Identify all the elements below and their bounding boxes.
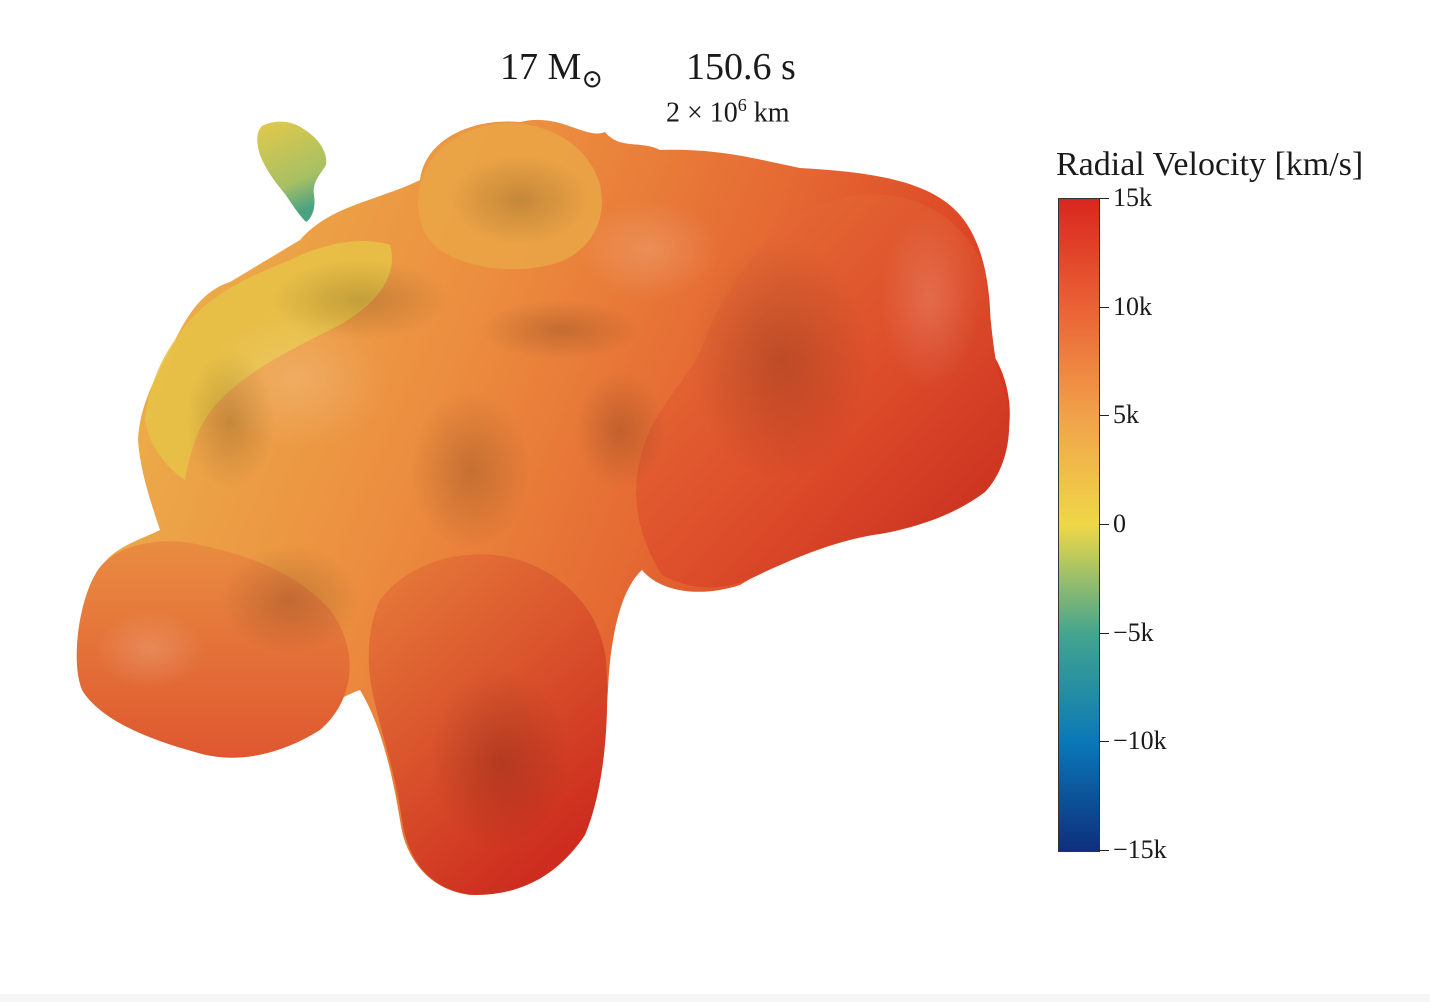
colorbar-tick xyxy=(1099,415,1109,417)
colorbar xyxy=(1058,198,1100,852)
mass-label: 17 M⊙ xyxy=(500,45,603,95)
highlight-blob xyxy=(880,210,980,390)
shade-blob xyxy=(430,670,570,850)
colorbar-tick xyxy=(1099,741,1109,743)
mass-unit: M xyxy=(547,46,582,88)
shade-blob xyxy=(410,390,530,550)
colorbar-tick-label: 10k xyxy=(1113,291,1152,321)
scale-base: 10 xyxy=(709,97,738,129)
colorbar-tick xyxy=(1099,524,1109,525)
shade-blob xyxy=(575,370,665,490)
colorbar-tick xyxy=(1099,306,1109,308)
scale-label: 2 × 106 km xyxy=(666,95,790,129)
colorbar-tick-label: 5k xyxy=(1113,400,1139,430)
colorbar-tick xyxy=(1099,632,1109,634)
colorbar-tick xyxy=(1099,198,1109,199)
highlight-blob xyxy=(580,200,720,300)
scale-times-sign: × xyxy=(687,97,703,129)
time-label: 150.6 s xyxy=(686,46,796,88)
colorbar-tick-label: −5k xyxy=(1113,617,1154,647)
scale-unit: km xyxy=(753,97,790,129)
colorbar-tick-label: 0 xyxy=(1113,509,1126,538)
ejecta-plume xyxy=(257,121,327,222)
colorbar-tick-label: −10k xyxy=(1113,726,1167,756)
shade-blob xyxy=(450,155,590,245)
scale-coefficient: 2 xyxy=(666,97,680,129)
colorbar-tick xyxy=(1099,850,1109,851)
footer-strip xyxy=(0,994,1430,1002)
colorbar-tick-label: 15k xyxy=(1113,183,1152,212)
colorbar-title: Radial Velocity [km/s] xyxy=(1056,146,1364,183)
mass-unit-symbol: ⊙ xyxy=(581,64,604,94)
shade-blob xyxy=(690,240,870,480)
shade-blob xyxy=(480,300,640,360)
scale-exponent: 6 xyxy=(737,95,747,115)
colorbar-tick-label: −15k xyxy=(1113,835,1167,864)
shade-blob xyxy=(220,545,360,655)
mass-number: 17 xyxy=(500,46,538,88)
highlight-blob xyxy=(95,610,205,690)
highlight-blob xyxy=(210,310,390,450)
